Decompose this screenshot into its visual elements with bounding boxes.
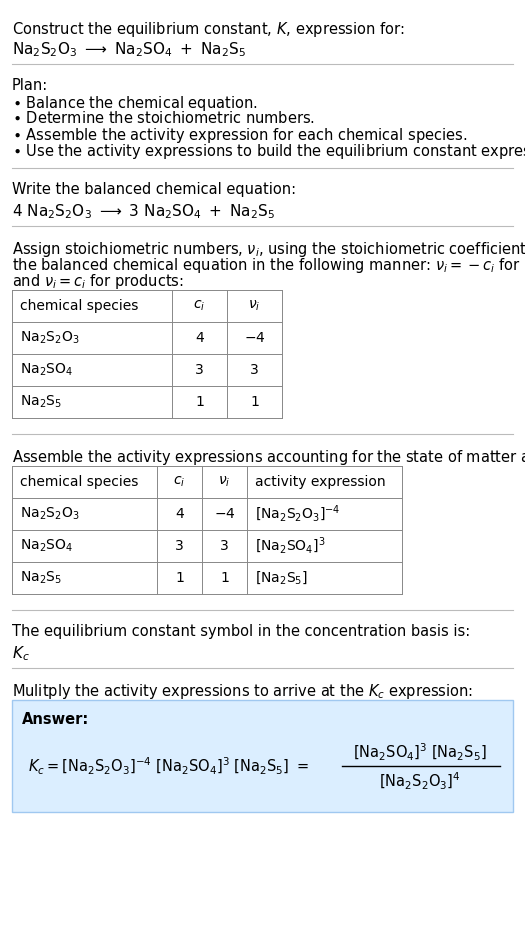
Text: $[\mathrm{Na_2S_2O_3}]^4$: $[\mathrm{Na_2S_2O_3}]^4$ — [379, 770, 461, 792]
Text: Plan:: Plan: — [12, 78, 48, 93]
Text: $[\mathrm{Na_2SO_4}]^3$: $[\mathrm{Na_2SO_4}]^3$ — [255, 535, 326, 556]
Text: 3: 3 — [220, 539, 229, 553]
Text: $c_i$: $c_i$ — [193, 299, 206, 313]
Text: Answer:: Answer: — [22, 712, 89, 727]
Text: $4\ \mathrm{Na_2S_2O_3}\ \longrightarrow\ 3\ \mathrm{Na_2SO_4}\ +\ \mathrm{Na_2S: $4\ \mathrm{Na_2S_2O_3}\ \longrightarrow… — [12, 202, 275, 220]
Text: $\mathrm{Na_2S_2O_3}$: $\mathrm{Na_2S_2O_3}$ — [20, 506, 80, 522]
Text: $[\mathrm{Na_2S_2O_3}]^{-4}$: $[\mathrm{Na_2S_2O_3}]^{-4}$ — [255, 504, 340, 524]
Text: chemical species: chemical species — [20, 475, 139, 489]
Text: $c_i$: $c_i$ — [173, 475, 186, 489]
Text: Write the balanced chemical equation:: Write the balanced chemical equation: — [12, 182, 296, 197]
Text: $\mathrm{Na_2S_5}$: $\mathrm{Na_2S_5}$ — [20, 569, 62, 587]
Text: 1: 1 — [195, 395, 204, 409]
Text: Assign stoichiometric numbers, $\nu_i$, using the stoichiometric coefficients, $: Assign stoichiometric numbers, $\nu_i$, … — [12, 240, 525, 259]
Text: 1: 1 — [220, 571, 229, 585]
Text: $\mathrm{Na_2S_2O_3}\ \longrightarrow\ \mathrm{Na_2SO_4}\ +\ \mathrm{Na_2S_5}$: $\mathrm{Na_2S_2O_3}\ \longrightarrow\ \… — [12, 40, 246, 59]
Text: and $\nu_i = c_i$ for products:: and $\nu_i = c_i$ for products: — [12, 272, 184, 291]
Text: $\bullet$ Assemble the activity expression for each chemical species.: $\bullet$ Assemble the activity expressi… — [12, 126, 467, 145]
Text: 1: 1 — [175, 571, 184, 585]
Text: the balanced chemical equation in the following manner: $\nu_i = -c_i$ for react: the balanced chemical equation in the fo… — [12, 256, 525, 275]
Text: 3: 3 — [250, 363, 259, 377]
Text: $K_c = [\mathrm{Na_2S_2O_3}]^{-4}\ [\mathrm{Na_2SO_4}]^3\ [\mathrm{Na_2S_5}]\ =$: $K_c = [\mathrm{Na_2S_2O_3}]^{-4}\ [\mat… — [28, 756, 309, 777]
Text: 3: 3 — [175, 539, 184, 553]
Text: Mulitply the activity expressions to arrive at the $K_c$ expression:: Mulitply the activity expressions to arr… — [12, 682, 473, 701]
Text: $-4$: $-4$ — [244, 331, 265, 345]
Text: $K_c$: $K_c$ — [12, 644, 30, 663]
Text: $\bullet$ Use the activity expressions to build the equilibrium constant express: $\bullet$ Use the activity expressions t… — [12, 142, 525, 161]
Text: $\mathrm{Na_2SO_4}$: $\mathrm{Na_2SO_4}$ — [20, 537, 73, 554]
Text: 4: 4 — [195, 331, 204, 345]
Text: $\mathrm{Na_2S_5}$: $\mathrm{Na_2S_5}$ — [20, 394, 62, 411]
Text: Assemble the activity expressions accounting for the state of matter and $\nu_i$: Assemble the activity expressions accoun… — [12, 448, 525, 467]
Text: 4: 4 — [175, 507, 184, 521]
Text: 3: 3 — [195, 363, 204, 377]
Text: $\nu_i$: $\nu_i$ — [248, 299, 261, 313]
Text: $\nu_i$: $\nu_i$ — [218, 475, 230, 489]
Text: $\mathrm{Na_2S_2O_3}$: $\mathrm{Na_2S_2O_3}$ — [20, 330, 80, 346]
Text: $\bullet$ Determine the stoichiometric numbers.: $\bullet$ Determine the stoichiometric n… — [12, 110, 315, 126]
Text: $-4$: $-4$ — [214, 507, 235, 521]
Text: 1: 1 — [250, 395, 259, 409]
Text: activity expression: activity expression — [255, 475, 386, 489]
Text: $\mathrm{Na_2SO_4}$: $\mathrm{Na_2SO_4}$ — [20, 361, 73, 378]
Text: Construct the equilibrium constant, $K$, expression for:: Construct the equilibrium constant, $K$,… — [12, 20, 405, 39]
Text: chemical species: chemical species — [20, 299, 139, 313]
Text: $[\mathrm{Na_2SO_4}]^3\ [\mathrm{Na_2S_5}]$: $[\mathrm{Na_2SO_4}]^3\ [\mathrm{Na_2S_5… — [353, 742, 487, 762]
Text: $[\mathrm{Na_2S_5}]$: $[\mathrm{Na_2S_5}]$ — [255, 569, 308, 587]
Text: The equilibrium constant symbol in the concentration basis is:: The equilibrium constant symbol in the c… — [12, 624, 470, 639]
Text: $\bullet$ Balance the chemical equation.: $\bullet$ Balance the chemical equation. — [12, 94, 257, 113]
FancyBboxPatch shape — [12, 700, 513, 812]
